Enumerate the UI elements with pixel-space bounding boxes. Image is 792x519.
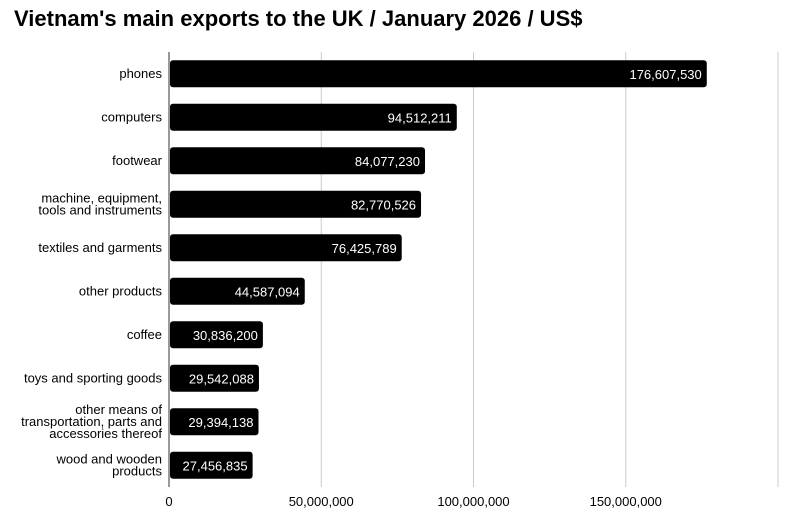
category-label-line: other means of xyxy=(75,402,162,417)
category-label: other means of transportation, parts and a… xyxy=(21,402,162,441)
bars xyxy=(170,60,707,479)
category-labels: phones computers footwear machine, equipmen… xyxy=(21,66,163,479)
category-label-line: machine, equipment, xyxy=(41,190,162,205)
category-label: toys and sporting goods xyxy=(24,370,163,385)
chart-title: Vietnam's main exports to the UK / Janua… xyxy=(14,6,583,31)
bar-value-label: 44,587,094 xyxy=(235,284,300,299)
x-tick-label: 0 xyxy=(165,494,172,509)
bar xyxy=(170,408,259,436)
category-label-line: other products xyxy=(79,283,163,298)
bar xyxy=(170,103,457,131)
category-label-line: toys and sporting goods xyxy=(24,370,163,385)
bar-value-label: 84,077,230 xyxy=(355,154,420,169)
category-label: computers xyxy=(101,109,162,124)
bar-value-label: 76,425,789 xyxy=(332,241,397,256)
category-label: footwear xyxy=(112,153,163,168)
bar xyxy=(170,60,707,88)
category-label-line: coffee xyxy=(127,327,162,342)
bar-value-label: 29,394,138 xyxy=(188,415,253,430)
category-label-line: accessories thereof xyxy=(49,426,162,441)
category-label-line: computers xyxy=(101,109,162,124)
category-label: textiles and garments xyxy=(38,240,162,255)
x-tick-label: 100,000,000 xyxy=(437,494,509,509)
x-tick-label: 150,000,000 xyxy=(590,494,662,509)
category-label-line: phones xyxy=(119,66,162,81)
x-tick-label: 50,000,000 xyxy=(289,494,354,509)
bar xyxy=(170,451,253,479)
bar-value-label: 27,456,835 xyxy=(183,458,248,473)
bar xyxy=(170,234,402,262)
bar-value-label: 29,542,088 xyxy=(189,371,254,386)
bar-value-label: 176,607,530 xyxy=(629,67,701,82)
category-label: other products xyxy=(79,283,163,298)
bar xyxy=(170,277,305,305)
bar xyxy=(170,321,263,349)
category-label-line: transportation, parts and xyxy=(21,414,162,429)
category-label-line: footwear xyxy=(112,153,163,168)
bar xyxy=(170,190,422,218)
value-labels: 176,607,530 94,512,211 84,077,230 82,770,52… xyxy=(183,67,702,474)
category-label: machine, equipment, tools and instruments xyxy=(38,190,162,217)
category-label: coffee xyxy=(127,327,162,342)
bar-value-label: 94,512,211 xyxy=(388,110,452,125)
category-label-line: wood and wooden xyxy=(55,451,162,466)
bar-value-label: 82,770,526 xyxy=(351,197,416,212)
category-label: wood and wooden products xyxy=(55,451,162,478)
bar xyxy=(170,147,426,175)
category-label-line: products xyxy=(112,463,162,478)
category-label-line: textiles and garments xyxy=(38,240,162,255)
category-label-line: tools and instruments xyxy=(38,202,162,217)
category-label: phones xyxy=(119,66,162,81)
bar-value-label: 30,836,200 xyxy=(193,328,258,343)
bar xyxy=(170,364,259,392)
x-axis-tick-labels: 0 50,000,000 100,000,000 150,000,000 xyxy=(165,494,662,509)
